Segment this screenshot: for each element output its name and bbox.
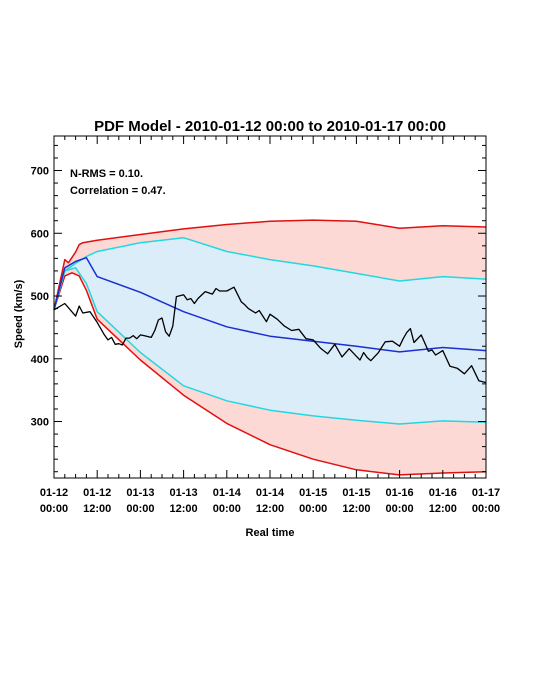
y-axis-label: Speed (km/s)	[13, 279, 25, 348]
outer-upper-line	[53, 219, 487, 310]
inner-band-area	[54, 237, 486, 424]
pdf-bands	[54, 220, 486, 475]
x-tick-label-time: 00:00	[213, 503, 241, 515]
median-line	[53, 256, 487, 353]
y-axis: 300 400 500 600 700	[31, 144, 486, 473]
y-tick-label: 600	[31, 228, 49, 240]
y-tick-label: 700	[31, 166, 49, 178]
x-tick-label-date: 01-17	[472, 487, 500, 499]
chart-title: PDF Model - 2010-01-12 00:00 to 2010-01-…	[94, 118, 446, 135]
x-tick-label-date: 01-13	[126, 487, 154, 499]
x-tick-label-date: 01-14	[256, 487, 285, 499]
x-tick-label-date: 01-12	[40, 487, 68, 499]
observed-line	[53, 286, 487, 384]
y-tick-label: 400	[31, 354, 49, 366]
x-tick-label-time: 12:00	[429, 503, 457, 515]
correlation-annotation: Correlation = 0.47.	[70, 185, 166, 197]
x-tick-label-time: 12:00	[83, 503, 111, 515]
x-tick-label-date: 01-14	[213, 487, 242, 499]
inner-upper-line	[53, 236, 487, 311]
x-tick-label-time: 00:00	[472, 503, 500, 515]
x-tick-label-date: 01-13	[170, 487, 198, 499]
series-lines	[53, 219, 487, 476]
x-tick-label-time: 12:00	[342, 503, 370, 515]
y-tick-label: 300	[31, 417, 49, 429]
x-tick-label-date: 01-12	[83, 487, 111, 499]
nrms-annotation: N-RMS = 0.10.	[70, 168, 143, 180]
x-axis-label: Real time	[246, 527, 295, 539]
x-tick-label-time: 00:00	[386, 503, 414, 515]
x-tick-label-time: 12:00	[256, 503, 284, 515]
y-tick-label: 500	[31, 291, 49, 303]
x-tick-label-date: 01-16	[429, 487, 457, 499]
x-tick-label-time: 12:00	[170, 503, 198, 515]
x-tick-label-date: 01-15	[299, 487, 327, 499]
x-axis: 01-12 00:00 01-12 12:00 01-13 00:00 01-13 12:00…	[40, 136, 500, 515]
inner-lower-line	[53, 267, 487, 425]
x-tick-label-date: 01-15	[342, 487, 370, 499]
x-tick-label-time: 00:00	[126, 503, 154, 515]
x-tick-label-date: 01-16	[386, 487, 414, 499]
x-tick-label-time: 00:00	[299, 503, 327, 515]
x-tick-label-time: 00:00	[40, 503, 68, 515]
outer-lower-line	[53, 272, 487, 476]
